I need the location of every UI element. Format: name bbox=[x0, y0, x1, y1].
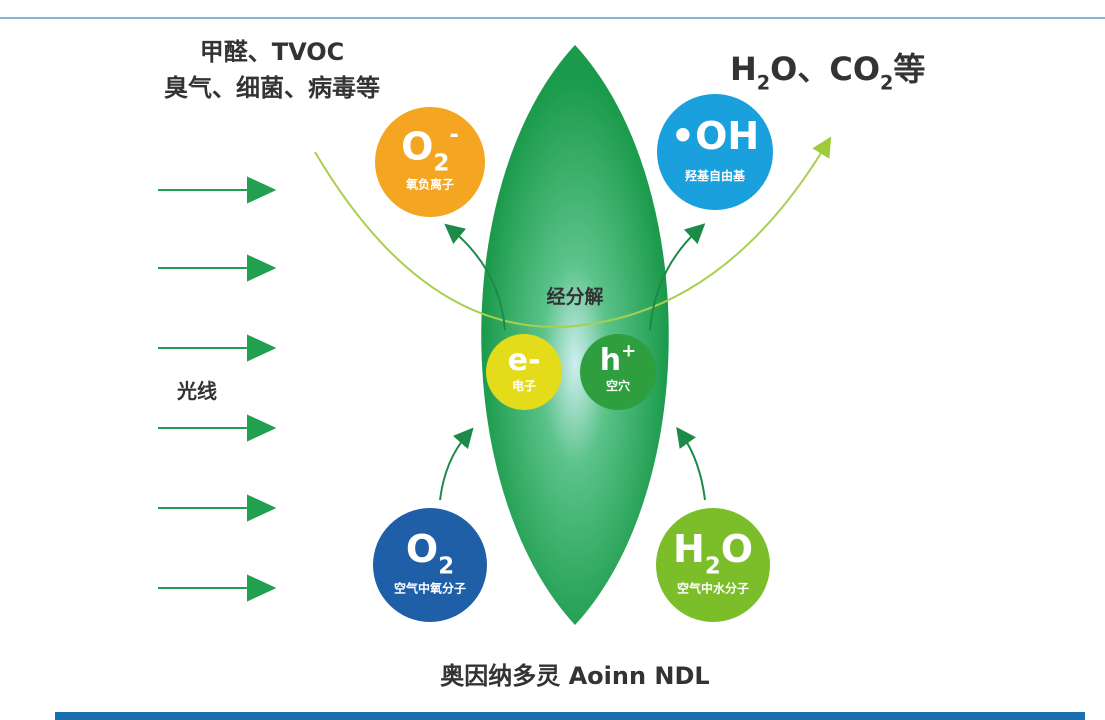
formula-part: - bbox=[449, 122, 458, 148]
process-label: 经分解 bbox=[546, 285, 603, 308]
formula-part: O bbox=[721, 527, 753, 571]
pollutants-line: 臭气、细菌、病毒等 bbox=[164, 74, 380, 102]
node-label: 羟基自由基 bbox=[685, 168, 746, 183]
formula-part: 2 bbox=[705, 554, 721, 580]
formula-part: 2 bbox=[880, 72, 893, 95]
formula-part: O bbox=[406, 527, 438, 571]
formula-part: 等 bbox=[893, 50, 925, 88]
node-formula: •OH bbox=[671, 114, 759, 158]
formula-part: 2 bbox=[757, 72, 770, 95]
formula-part: O、CO bbox=[770, 50, 880, 88]
lens bbox=[481, 45, 669, 625]
formula-part: H bbox=[730, 50, 757, 88]
node: O2- 氧负离子 bbox=[375, 107, 485, 217]
formula-part: 2 bbox=[433, 151, 449, 177]
node-label: 空穴 bbox=[606, 378, 630, 393]
formula-part: h bbox=[600, 343, 621, 378]
node-label: 电子 bbox=[512, 378, 536, 393]
product-name: 奥因纳多灵 Aoinn NDL bbox=[440, 662, 709, 690]
formula-part: 2 bbox=[438, 554, 454, 580]
formula-part: + bbox=[621, 341, 636, 362]
node: •OH 羟基自由基 bbox=[657, 94, 773, 210]
products: H2O、CO2等 bbox=[730, 50, 925, 95]
node-label: 氧负离子 bbox=[405, 176, 454, 191]
pollutants-line: 甲醛、TVOC bbox=[200, 38, 345, 66]
formula-part: O bbox=[401, 124, 433, 168]
node: e-电子 bbox=[486, 334, 562, 410]
formula-part: •OH bbox=[671, 114, 759, 158]
light-label: 光线 bbox=[176, 379, 217, 403]
node-label: 空气中氧分子 bbox=[394, 580, 466, 595]
diagram: 甲醛、TVOC 臭气、细菌、病毒等 H2O、CO2等 光线 经分解 奥因纳多灵 … bbox=[0, 0, 1105, 720]
node: H2O 空气中水分子 bbox=[656, 508, 770, 622]
formula-part: e- bbox=[508, 343, 541, 378]
formula-part: H bbox=[673, 527, 705, 571]
node-formula: e- bbox=[508, 343, 541, 378]
bottom-bar bbox=[55, 712, 1085, 720]
node: h+ 空穴 bbox=[580, 334, 656, 410]
node-label: 空气中水分子 bbox=[677, 580, 749, 595]
